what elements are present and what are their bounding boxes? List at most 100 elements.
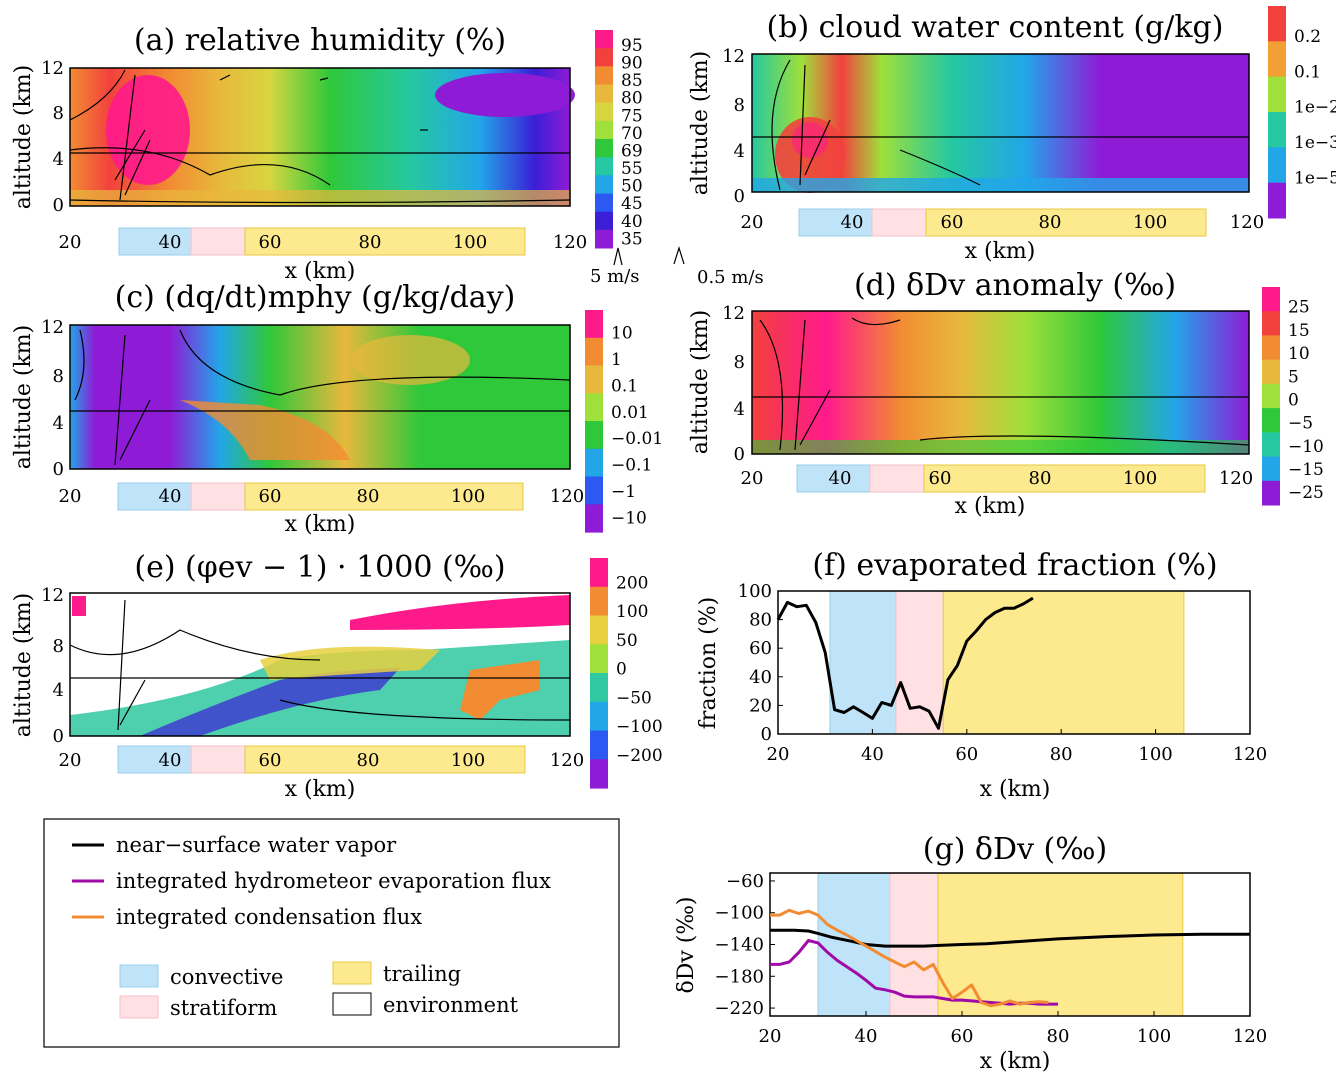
colorbar-swatch [585, 337, 603, 367]
xtick-label: 100 [1137, 1026, 1171, 1047]
xtick-label: 20 [767, 744, 790, 765]
panel-b-title: (b) cloud water content (g/kg) [767, 10, 1224, 45]
panel-a-xtick-4: 100 [453, 232, 487, 253]
colorbar-label: 25 [1288, 298, 1310, 318]
panel-d-xtick-0: 20 [741, 468, 764, 489]
colorbar-label: 95 [621, 36, 643, 56]
panel-d-title: (d) δDv anomaly (‰) [854, 268, 1176, 303]
panel-b-colorbar: 0.2 0.1 1e−2 1e−3 1e−5 [1268, 6, 1336, 219]
panel-d-ytick-3: 12 [722, 303, 745, 324]
colorbar-label: 70 [621, 124, 643, 144]
xtick-label: 40 [861, 744, 884, 765]
region-trailing [942, 590, 1185, 735]
colorbar-label: 40 [621, 212, 643, 232]
colorbar-label: 0 [1288, 391, 1299, 411]
colorbar-swatch [585, 476, 603, 505]
panel-a-ytick-1: 4 [53, 149, 64, 170]
panel-c-xtick-5: 120 [550, 486, 584, 507]
panel-g-title: (g) δDv (‰) [923, 832, 1107, 867]
panel-b-xtick-0: 20 [741, 212, 764, 233]
panel-a: (a) relative humidity (%) 0 4 8 12 altit… [11, 23, 643, 287]
colorbar-swatch [1262, 456, 1280, 482]
panel-e-ylabel: altitude (km) [11, 593, 36, 738]
colorbar-swatch [590, 586, 608, 617]
panel-a-ytick-0: 0 [53, 195, 64, 216]
panel-c-title: (c) (dq/dt)mphy (g/kg/day) [115, 280, 516, 315]
panel-c-xtick-3: 80 [357, 486, 380, 507]
panel-d-ytick-1: 4 [734, 399, 745, 420]
panel-b: (b) cloud water content (g/kg) 0 4 8 12 … [673, 6, 1336, 288]
panel-b-ylabel: altitude (km) [688, 51, 713, 196]
colorbar-swatch [595, 211, 613, 231]
series-line-0 [770, 928, 1250, 948]
colorbar-label: −100 [616, 717, 663, 737]
arrow-scale-icon-b [673, 245, 685, 265]
xtick-label: 60 [951, 1026, 974, 1047]
panel-a-xtick-0: 20 [59, 232, 82, 253]
colorbar-swatch [1262, 359, 1280, 385]
colorbar-swatch [1268, 41, 1286, 78]
colorbar-label: 10 [611, 324, 633, 344]
panel-c-ylabel: altitude (km) [11, 325, 36, 470]
colorbar-swatch [590, 644, 608, 674]
colorbar-swatch [595, 84, 613, 104]
colorbar-swatch [1262, 432, 1280, 457]
panel-b-ytick-1: 4 [734, 141, 745, 162]
series-line-2 [770, 908, 1049, 1008]
panel-d-xtick-3: 80 [1029, 468, 1052, 489]
panel-e: (e) (φev − 1) · 1000 (‰) 0 4 8 12 altitu… [11, 550, 663, 802]
legend-line-label: integrated condensation flux [116, 905, 422, 929]
panel-b-xtick-1: 40 [841, 212, 864, 233]
colorbar-label: 45 [621, 194, 643, 214]
colorbar-label: 0 [616, 660, 627, 680]
ytick-label: −220 [715, 998, 764, 1019]
colorbar-swatch [590, 615, 608, 645]
colorbar-swatch [595, 229, 613, 249]
region-stratiform [895, 590, 944, 735]
colorbar-label: 1e−5 [1294, 168, 1336, 188]
legend-swatch-label: environment [383, 993, 519, 1017]
panel-a-ylabel: altitude (km) [11, 65, 36, 210]
colorbar-swatch [1268, 76, 1286, 113]
panel-c-ytick-1: 4 [53, 413, 64, 434]
colorbar-label: 200 [616, 573, 648, 593]
colorbar-swatch [595, 157, 613, 176]
xtick-label: 20 [759, 1026, 782, 1047]
colorbar-swatch [1268, 182, 1286, 219]
colorbar-swatch [590, 701, 608, 732]
panel-e-colorbar: 200 100 50 0 −50 −100 −200 [590, 558, 663, 789]
ytick-label: −100 [715, 903, 764, 924]
panel-e-xtick-0: 20 [59, 750, 82, 771]
colorbar-label: −25 [1288, 483, 1324, 503]
colorbar-label: 50 [621, 177, 643, 197]
panel-d: (d) δDv anomaly (‰) 0 4 8 12 altitude (k… [688, 268, 1324, 519]
xtick-label: 60 [955, 744, 978, 765]
colorbar-label: −5 [1288, 414, 1313, 434]
panel-e-xtick-5: 120 [550, 750, 584, 771]
panel-b-xtick-5: 120 [1230, 212, 1264, 233]
colorbar-swatch [595, 120, 613, 140]
ytick-label: 0 [761, 724, 772, 745]
panel-b-xlabel: x (km) [965, 239, 1036, 264]
legend-swatch-label: convective [170, 965, 283, 989]
colorbar-label: 10 [1288, 344, 1310, 364]
panel-c-ytick-3: 12 [41, 317, 64, 338]
xtick-label: 80 [1047, 1026, 1070, 1047]
colorbar-label: 75 [621, 106, 643, 126]
panel-d-xlabel: x (km) [955, 494, 1026, 519]
colorbar-swatch [1268, 112, 1286, 148]
legend-swatch-label: trailing [383, 962, 461, 986]
panel-a-arrow-scale: 5 m/s [590, 266, 640, 287]
colorbar-label: 55 [621, 159, 643, 179]
panel-b-xtick-4: 100 [1133, 212, 1167, 233]
colorbar-label: 90 [621, 54, 643, 74]
panel-a-xtick-1: 40 [159, 232, 182, 253]
colorbar-label: 1 [611, 350, 622, 370]
ytick-label: 60 [749, 638, 772, 659]
panel-e-xtick-2: 60 [259, 750, 282, 771]
colorbar-label: 35 [621, 229, 643, 249]
legend-swatch-convective [119, 964, 159, 988]
panel-a-ytick-2: 8 [53, 103, 64, 124]
colorbar-swatch [595, 66, 613, 85]
